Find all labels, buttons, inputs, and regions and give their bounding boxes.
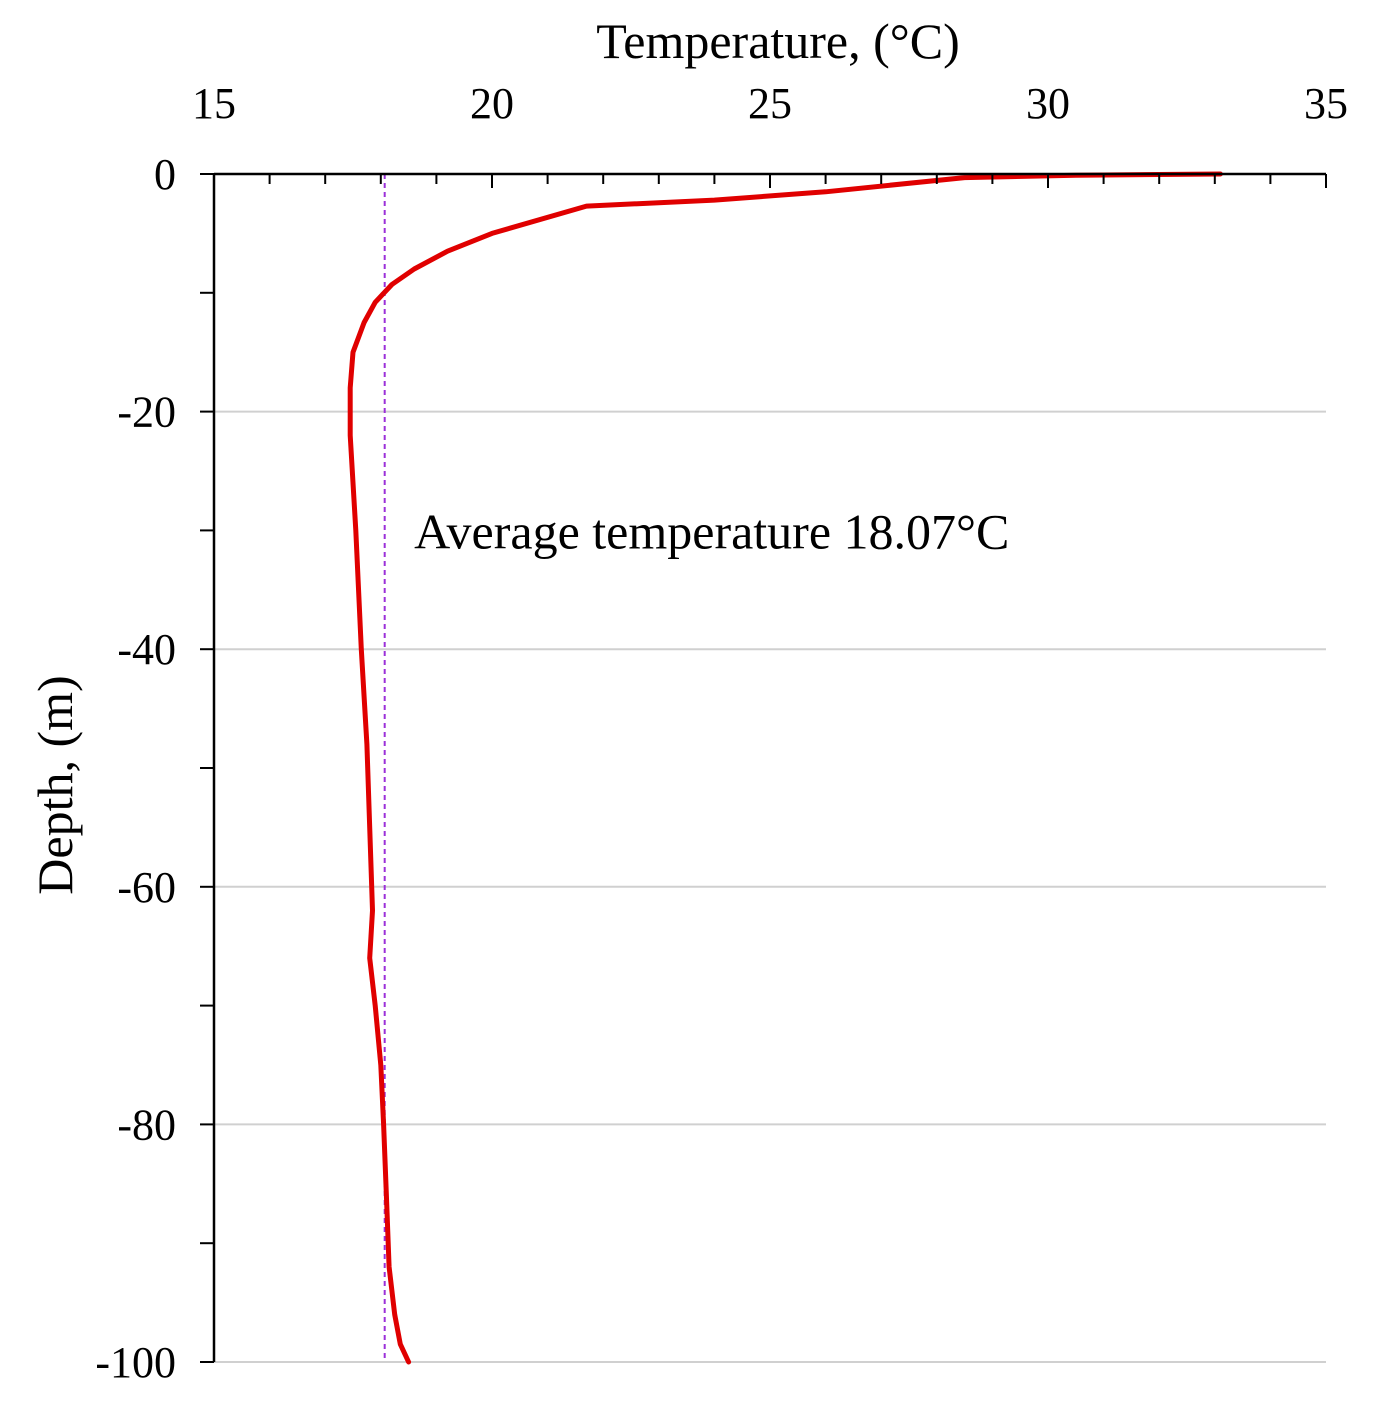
y-tick-label-neg60: -60 [117, 863, 176, 912]
y-axis-title: Depth, (m) [27, 675, 83, 894]
tick-marks [200, 173, 1327, 1363]
y-tick-label-neg100: -100 [95, 1338, 176, 1387]
x-tick-label-15: 15 [192, 79, 236, 128]
y-tick-label-neg20: -20 [117, 388, 176, 437]
series-line-temperature-profile [347, 171, 1223, 1365]
y-tick-label-neg80: -80 [117, 1100, 176, 1149]
x-tick-label-20: 20 [470, 79, 514, 128]
average-temperature-annotation: Average temperature 18.07°C [414, 503, 1009, 559]
x-axis-title: Temperature, (°C) [596, 13, 960, 69]
y-tick-label-0: 0 [154, 150, 176, 199]
grid-lines [214, 410, 1326, 1363]
x-tick-label-35: 35 [1304, 79, 1348, 128]
y-tick-label-neg40: -40 [117, 625, 176, 674]
axes [212, 172, 1326, 1362]
tick-labels: 15 20 25 30 35 0 -20 -40 -60 -80 -100 [95, 79, 1348, 1387]
series-group [347, 171, 1223, 1365]
x-tick-label-30: 30 [1026, 79, 1070, 128]
x-tick-label-25: 25 [748, 79, 792, 128]
annotations: Average temperature 18.07°C [414, 503, 1009, 559]
